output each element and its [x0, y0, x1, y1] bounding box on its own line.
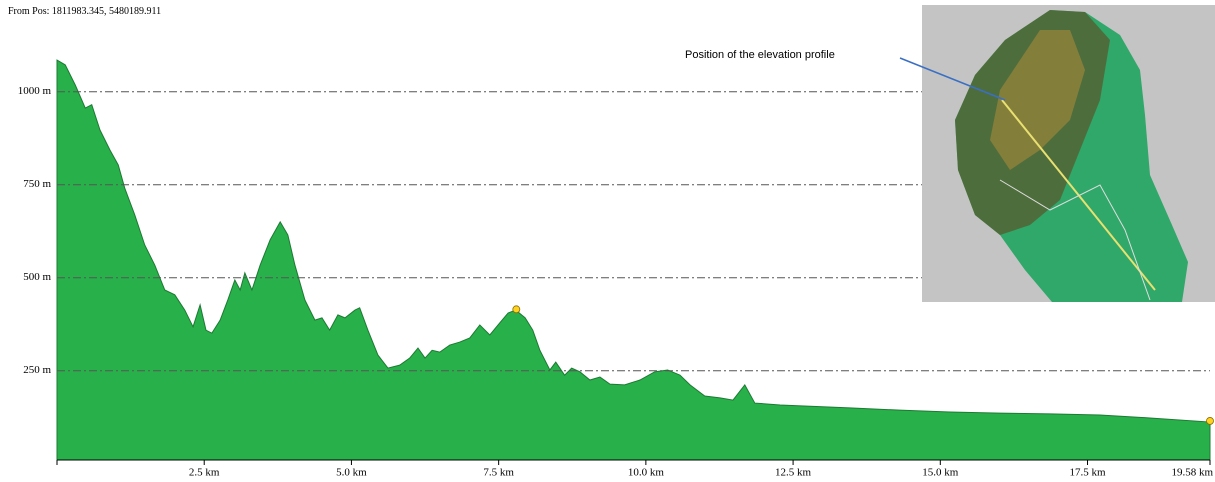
x-tick-label: 15.0 km [922, 467, 959, 479]
x-tick-label: 12.5 km [775, 467, 812, 479]
y-tick-label: 1000 m [18, 85, 52, 97]
inset-map: Position of the elevation profile [685, 5, 1215, 302]
y-tick-label: 750 m [23, 178, 51, 190]
x-tick-label: 10.0 km [628, 467, 665, 479]
chart: From Pos: 1811983.345, 5480189.911 250 m… [0, 0, 1215, 482]
x-tick-label: 5.0 km [336, 467, 367, 479]
chart-title: From Pos: 1811983.345, 5480189.911 [8, 6, 161, 17]
y-tick-label: 250 m [23, 364, 51, 376]
x-tick-label: 2.5 km [189, 467, 220, 479]
x-tick-label: 17.5 km [1069, 467, 1106, 479]
x-tick-label: 7.5 km [483, 467, 514, 479]
y-tick-label: 500 m [23, 271, 51, 283]
inset-label: Position of the elevation profile [685, 49, 835, 61]
marker [1207, 417, 1214, 424]
marker [513, 306, 520, 313]
x-tick-label: 19.58 km [1171, 467, 1213, 479]
